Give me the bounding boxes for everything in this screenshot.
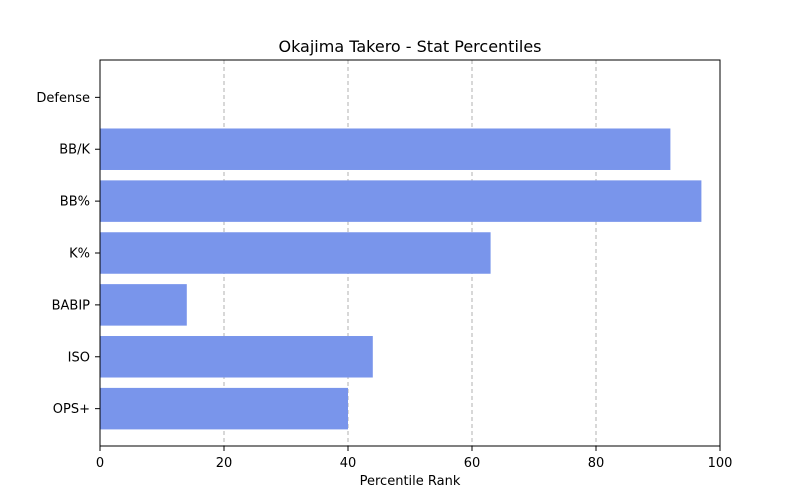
bar-bb	[100, 180, 702, 222]
y-tick-label-k: K%	[69, 247, 90, 262]
y-tick-label-bb-k: BB/K	[59, 143, 90, 158]
bar-k	[100, 232, 491, 274]
bar-bb-k	[100, 128, 671, 170]
bars	[100, 128, 702, 430]
bar-iso	[100, 336, 373, 378]
y-tick-label-bb: BB%	[60, 195, 90, 210]
y-tick-label-babip: BABIP	[52, 298, 91, 313]
x-tick-label-80: 80	[588, 456, 605, 471]
x-tick-label-20: 20	[216, 456, 233, 471]
y-axis-ticks: OPS+ ISO BABIP K% BB% BB/K Defense	[36, 91, 100, 417]
y-tick-label-defense: Defense	[36, 91, 90, 106]
x-tick-label-40: 40	[340, 456, 357, 471]
x-tick-label-60: 60	[464, 456, 481, 471]
y-tick-label-ops: OPS+	[53, 402, 90, 417]
x-axis-label: Percentile Rank	[360, 474, 461, 489]
bar-ops	[100, 387, 348, 430]
bar-babip	[100, 284, 187, 326]
x-tick-label-100: 100	[708, 456, 733, 471]
x-tick-label-0: 0	[96, 456, 104, 471]
chart-title: Okajima Takero - Stat Percentiles	[278, 37, 541, 56]
x-axis-ticks: 0 20 40 60 80 100	[96, 446, 733, 471]
y-tick-label-iso: ISO	[68, 350, 90, 365]
